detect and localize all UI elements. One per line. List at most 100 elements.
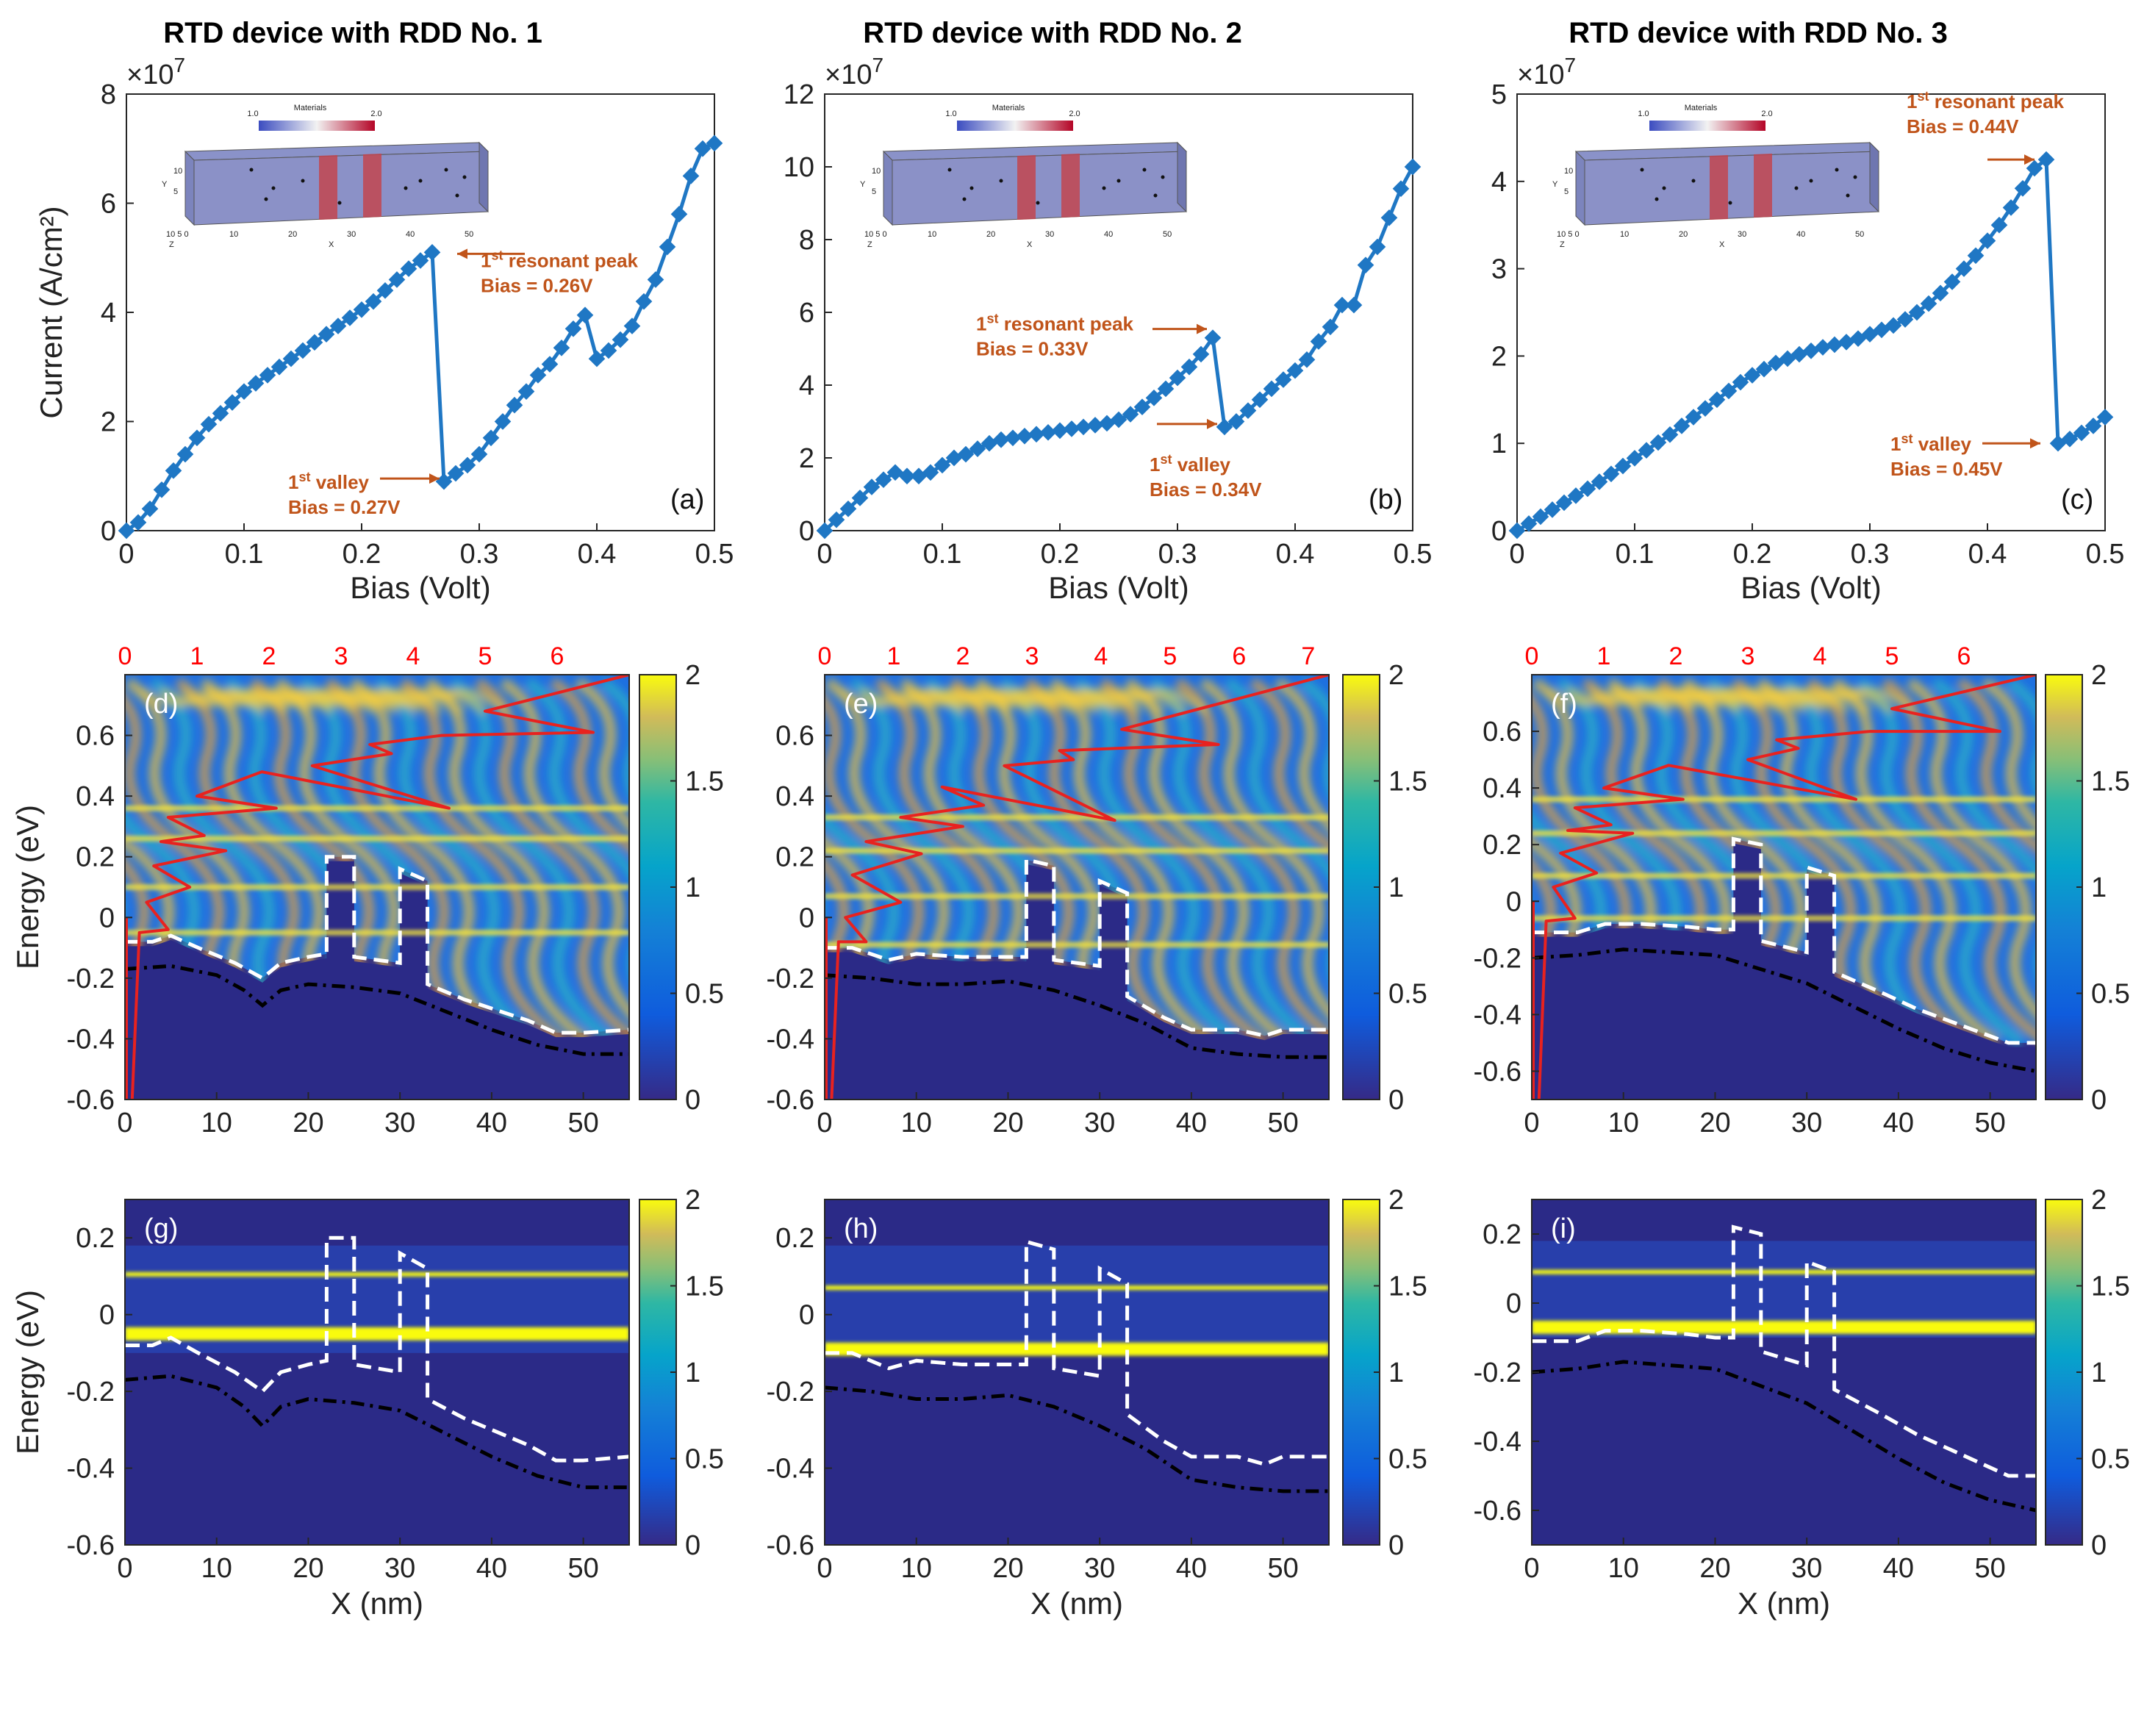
inset-x-label: X	[329, 240, 334, 249]
iv-data-point	[992, 431, 1010, 448]
dopant-atom	[1161, 175, 1165, 179]
inset-z-label: Z	[169, 240, 174, 249]
iv-data-point	[247, 375, 265, 392]
colorbar-tick-label: 1	[2091, 872, 2107, 903]
colorbar-tick-label: 0	[1388, 1085, 1404, 1116]
iv-data-point	[647, 271, 664, 288]
iv-data-point	[1708, 391, 1726, 409]
fringe	[1150, 678, 1318, 1047]
resonance-line	[1532, 1320, 2036, 1334]
iv-data-point	[1004, 429, 1022, 447]
fringe	[1757, 678, 1925, 1047]
dopant-atom	[969, 186, 974, 190]
y-tick-label: -0.6	[1474, 1056, 1521, 1087]
top-x-tick-label: 0	[118, 642, 132, 670]
inset-colorbar-title: Materials	[294, 104, 327, 112]
x-tick-label: 50	[1974, 1553, 2005, 1584]
iv-data-point	[957, 445, 975, 463]
fringe	[1832, 678, 2000, 1047]
iv-data-point	[1404, 158, 1422, 176]
top-x-tick-label: 6	[1957, 642, 1971, 670]
resonance-line	[825, 941, 1329, 948]
barrier-2	[363, 154, 381, 218]
iv-data-point	[1380, 209, 1398, 226]
barrier-2	[1754, 154, 1772, 218]
dopant-atom	[337, 201, 342, 205]
iv-data-point	[659, 238, 676, 256]
fringe-top	[1058, 686, 1188, 715]
x-tick-label: 50	[567, 1108, 598, 1138]
x-tick-label: 10	[1608, 1108, 1639, 1138]
resonance-line	[125, 805, 629, 811]
dopant-atom	[1640, 168, 1644, 172]
x-tick-label: 30	[384, 1108, 415, 1138]
fringe	[575, 678, 629, 832]
y-tick-label: 2	[101, 407, 116, 438]
y-tick-label: -0.6	[67, 1530, 115, 1561]
y-tick-label: 0	[799, 1300, 814, 1331]
iv-data-point	[1826, 336, 1843, 354]
heatmap-area	[1532, 1199, 2036, 1545]
annotation-arrowhead	[2024, 154, 2035, 165]
inset-colorbar-max: 2.0	[370, 110, 381, 118]
colorbar	[639, 1199, 677, 1546]
annotation-label: 1st resonant peak	[481, 248, 639, 271]
axes-frame	[824, 1199, 1330, 1546]
y-tick-label: 6	[101, 189, 116, 220]
y-tick-label: -0.6	[767, 1530, 814, 1561]
iv-data-point	[1943, 273, 1961, 290]
iv-data-point	[1908, 304, 1926, 321]
colorbar-tick-label: 0	[2091, 1085, 2107, 1116]
iv-data-point	[353, 301, 370, 318]
colorbar-tick-label: 0.5	[1388, 979, 1427, 1010]
iv-data-point	[1885, 317, 1902, 334]
y-tick-label: -0.4	[1474, 1427, 1521, 1457]
x-axis-label: Bias (Volt)	[1741, 570, 1881, 605]
panel-letter: (e)	[844, 689, 878, 720]
x-tick-label: 0.2	[1041, 539, 1080, 570]
iv-data-point	[1028, 426, 1045, 443]
iv-data-point	[1275, 371, 1292, 388]
iv-data-point	[1661, 426, 1679, 443]
device-end-face	[1177, 141, 1187, 213]
iv-data-point	[2026, 159, 2043, 177]
dopant-atom	[249, 168, 254, 172]
iv-data-point	[2037, 151, 2055, 168]
iv-data-point	[1145, 390, 1163, 406]
x-tick-label: 0.1	[225, 539, 264, 570]
iv-data-point	[1649, 434, 1667, 451]
conduction-band-min-line	[825, 1385, 1329, 1493]
y-tick-label: -0.4	[767, 1454, 814, 1485]
below-band-edge	[825, 864, 1329, 1100]
iv-data-point	[1896, 311, 1914, 328]
iv-data-point	[1263, 380, 1280, 398]
iv-data-point	[223, 394, 241, 411]
x-tick-label: 0.3	[1158, 539, 1197, 570]
dopant-atom	[1142, 168, 1147, 172]
iv-data-point	[1298, 351, 1316, 368]
iv-data-point	[2084, 417, 2102, 434]
barrier-2	[1061, 154, 1080, 218]
fringe-top	[380, 686, 510, 715]
title-rdd-3: RTD device with RDD No. 3	[1569, 17, 1948, 49]
y-multiplier: ×107	[1517, 54, 1576, 90]
iv-data-point	[482, 429, 500, 447]
y-tick-label: 0.4	[1483, 773, 1521, 804]
resonance-line	[1532, 915, 2036, 922]
x-tick-label: 20	[992, 1553, 1023, 1584]
device-side-face	[883, 150, 893, 226]
dopant-atom	[404, 186, 408, 190]
x-tick-label: 0	[118, 539, 134, 570]
top-x-tick-label: 0	[1525, 642, 1539, 670]
iv-panel-1: 0 0.1 0.2 0.3 0.4 0.5 0 2 4 6 8 ×107 Bias (Volt) Curr…	[34, 54, 734, 605]
iv-data-point	[1086, 417, 1104, 434]
inset-z-ticks: 10 5 0	[166, 230, 189, 239]
panel-letter: (a)	[670, 484, 704, 515]
annotation-arrowhead	[429, 473, 440, 484]
x-tick-label: 0	[1524, 1553, 1539, 1584]
iv-data-point	[388, 271, 406, 288]
band-edge-line	[1532, 1224, 2036, 1478]
x-tick-label: 40	[1883, 1108, 1914, 1138]
heatmap-panel-g: 0 10 20 30 40 50-0.6-0.4-0.200.2 (g)Energy (eV…	[10, 1185, 724, 1621]
iv-data-point	[969, 440, 986, 457]
